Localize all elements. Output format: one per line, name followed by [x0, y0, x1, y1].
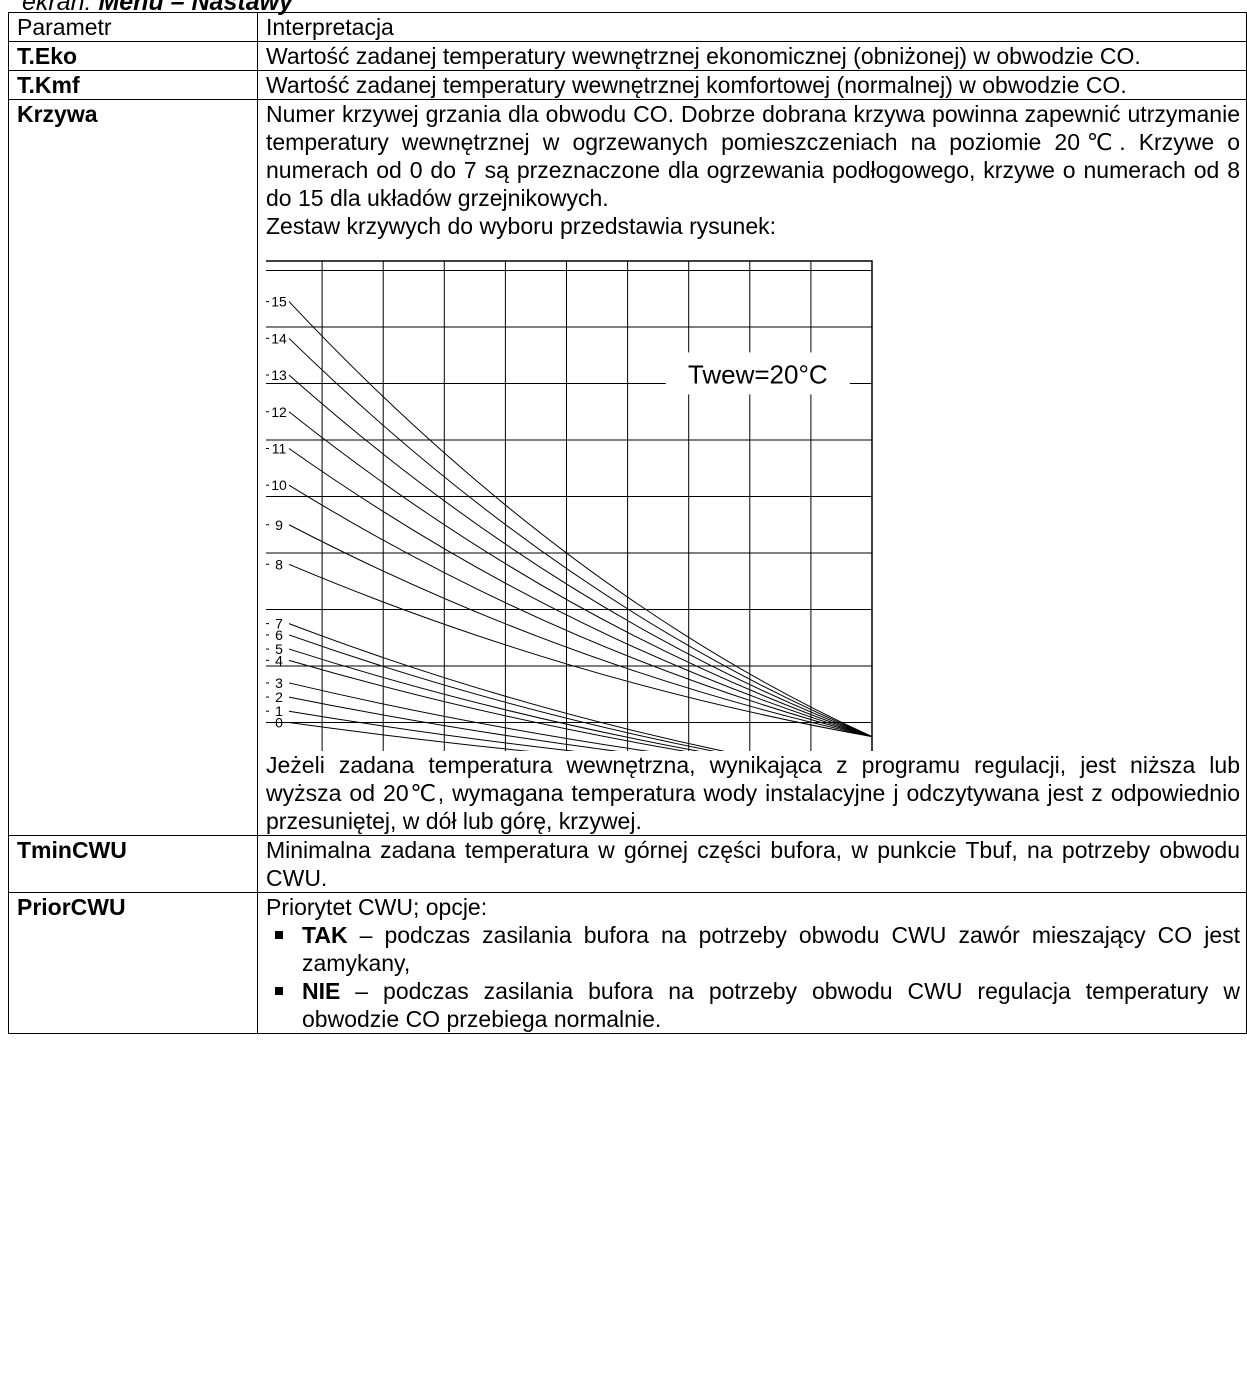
curve-label-7: 7 [275, 616, 283, 632]
priorcwu-options: TAK – podczas zasilania bufora na potrze… [266, 921, 1240, 1033]
list-item: TAK – podczas zasilania bufora na potrze… [266, 921, 1240, 977]
curve-label-11: 11 [272, 440, 287, 456]
curve-1 [288, 710, 577, 751]
table-row: T.Kmf Wartość zadanej temperatury wewnęt… [8, 70, 1247, 100]
heating-curves-chart: 0123456789101112131415Twew=20°C203040506… [266, 246, 1240, 751]
curve-12 [288, 411, 873, 738]
curve-label-6: 6 [275, 627, 283, 643]
curve-label-13: 13 [271, 367, 287, 383]
option-text-nie: – podczas zasilania bufora na potrzeby o… [302, 978, 1240, 1032]
curve-label-2: 2 [275, 689, 283, 705]
param-desc-krzywa: Numer krzywej grzania dla obwodu CO. Dob… [257, 99, 1247, 836]
param-name-krzywa: Krzywa [8, 99, 258, 836]
curve-label-3: 3 [275, 675, 283, 691]
curve-10 [288, 484, 873, 738]
curve-5 [288, 648, 701, 751]
krzywa-desc-3: Jeżeli zadana temperatura wewnętrzna, wy… [266, 752, 1240, 834]
curve-3 [288, 682, 650, 751]
param-desc-tmincwu: Minimalna zadana temperatura w górnej cz… [257, 835, 1247, 893]
curve-7 [288, 623, 726, 751]
curve-13 [288, 374, 873, 738]
curve-label-8: 8 [275, 556, 283, 572]
curve-14 [288, 337, 873, 738]
curve-label-0: 0 [275, 715, 283, 731]
curve-label-4: 4 [275, 652, 283, 668]
bullet-square-icon [275, 931, 283, 939]
curve-label-15: 15 [271, 294, 287, 310]
table-row: PriorCWU Priorytet CWU; opcje: TAK – pod… [8, 892, 1247, 1034]
option-text-tak: – podczas zasilania bufora na potrzeby o… [302, 922, 1240, 976]
option-key-nie: NIE [302, 978, 341, 1004]
curve-0 [288, 722, 531, 751]
curve-label-10: 10 [271, 477, 287, 493]
param-desc-teko: Wartość zadanej temperatury wewnętrznej … [257, 41, 1247, 71]
annotation-label: Twew=20°C [688, 359, 828, 389]
param-desc-tkmf: Wartość zadanej temperatury wewnętrznej … [257, 70, 1247, 100]
list-item: NIE – podczas zasilania bufora na potrze… [266, 977, 1240, 1033]
param-name-priorcwu: PriorCWU [8, 892, 258, 1034]
curve-label-1: 1 [275, 703, 283, 719]
curve-9 [288, 524, 873, 738]
curve-15 [288, 301, 873, 738]
krzywa-desc-2: Zestaw krzywych do wyboru przedstawia ry… [266, 213, 777, 239]
plot-frame [266, 260, 873, 751]
curve-4 [288, 659, 687, 751]
option-key-tak: TAK [302, 922, 348, 948]
bullet-square-icon [275, 987, 283, 995]
table-row: Krzywa Numer krzywej grzania dla obwodu … [8, 99, 1247, 836]
curve-label-5: 5 [275, 641, 283, 657]
curve-label-12: 12 [271, 404, 287, 420]
heating-curves-svg: 0123456789101112131415Twew=20°C203040506… [266, 260, 873, 751]
curve-11 [288, 448, 873, 738]
header-interp: Interpretacja [257, 12, 1247, 42]
table-row: TminCWU Minimalna zadana temperatura w g… [8, 835, 1247, 893]
curve-label-14: 14 [271, 330, 287, 346]
curve-6 [288, 634, 716, 751]
annotation-box [665, 352, 850, 395]
curve-2 [288, 696, 619, 751]
curve-label-9: 9 [275, 517, 283, 533]
krzywa-desc-1: Numer krzywej grzania dla obwodu CO. Dob… [266, 101, 1240, 211]
param-desc-priorcwu: Priorytet CWU; opcje: TAK – podczas zasi… [257, 892, 1247, 1034]
param-name-tmincwu: TminCWU [8, 835, 258, 893]
param-name-tkmf: T.Kmf [8, 70, 258, 100]
parameter-table: Parametr Interpretacja T.Eko Wartość zad… [8, 12, 1247, 1034]
param-name-teko: T.Eko [8, 41, 258, 71]
header-param: Parametr [8, 12, 258, 42]
priorcwu-intro: Priorytet CWU; opcje: [266, 894, 488, 920]
curve-8 [288, 563, 873, 738]
table-header-row: Parametr Interpretacja [8, 12, 1247, 42]
table-row: T.Eko Wartość zadanej temperatury wewnęt… [8, 41, 1247, 71]
